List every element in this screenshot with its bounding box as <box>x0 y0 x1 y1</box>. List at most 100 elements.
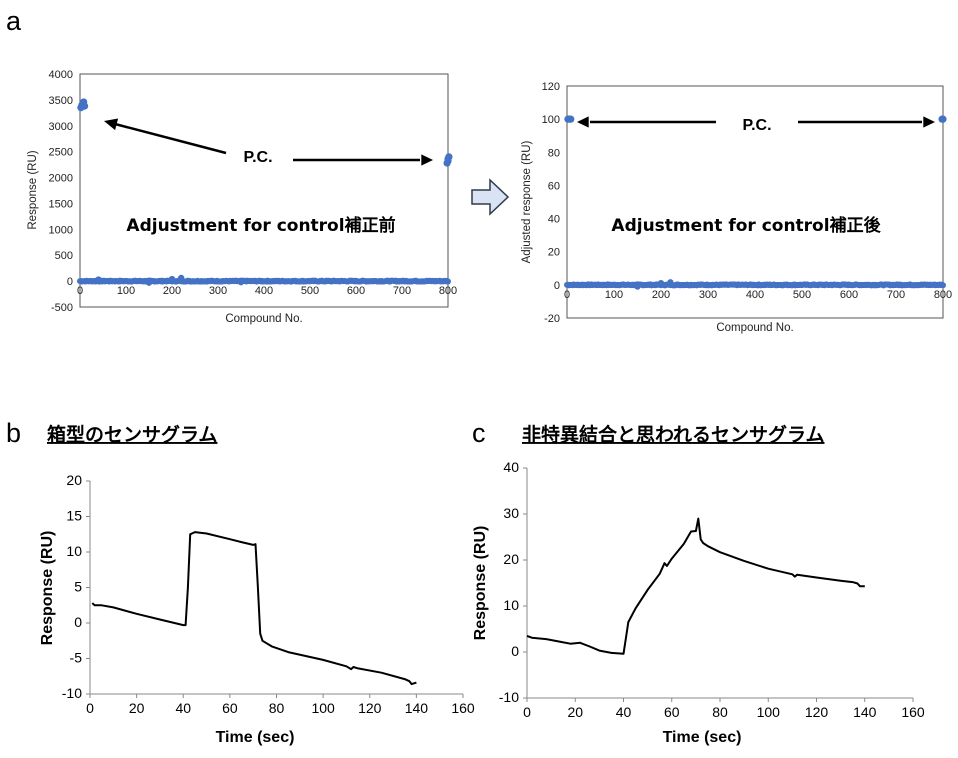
y-tick-label: 2000 <box>49 173 73 185</box>
x-tick-label: 0 <box>523 704 531 720</box>
x-tick-label: 60 <box>222 700 238 716</box>
annotation-arrow-head <box>923 116 935 128</box>
data-point-outlier <box>145 279 153 286</box>
chart-a-after-adjustment: -20 0 20 40 60 80 100 120 0 100 200 300 400 500 600 700… <box>521 81 952 334</box>
x-tick-label: 200 <box>652 289 670 301</box>
x-tick-label: 400 <box>746 289 764 301</box>
y-tick-label: 4000 <box>49 69 73 81</box>
panel-label-b: b <box>6 418 21 448</box>
y-tick-label: 10 <box>66 543 82 559</box>
x-tick-label: 60 <box>664 704 680 720</box>
x-tick-label: 140 <box>405 700 429 716</box>
x-tick-label: 20 <box>129 700 145 716</box>
y-tick-label: -10 <box>499 689 519 705</box>
x-tick-label: 300 <box>699 289 717 301</box>
y-tick-label: 10 <box>503 597 519 613</box>
x-tick-label: 700 <box>393 285 411 297</box>
y-tick-label: 5 <box>74 579 82 595</box>
y-tick-label: 2500 <box>49 147 73 159</box>
data-point-positive-control <box>81 102 89 110</box>
x-tick-label: 100 <box>757 704 781 720</box>
annotation-arrow-head <box>421 154 433 166</box>
x-tick-label: 0 <box>564 289 570 301</box>
annotation-pc: P.C. <box>243 149 272 166</box>
series-line <box>91 531 417 686</box>
y-tick-label: 1000 <box>49 224 73 236</box>
data-point-outlier <box>168 275 176 283</box>
y-tick-label: 0 <box>554 280 560 292</box>
y-tick-label: -20 <box>544 313 560 325</box>
annotation-arrow-head <box>104 118 119 131</box>
data-point-outlier <box>95 276 102 283</box>
y-tick-label: 80 <box>548 147 560 159</box>
x-tick-label: 400 <box>255 285 273 297</box>
y-tick-label: 20 <box>548 247 560 259</box>
y-tick-label: 20 <box>66 472 82 488</box>
panel-label-c: c <box>472 418 486 448</box>
x-tick-label: 800 <box>439 285 457 297</box>
x-tick-label: 100 <box>117 285 135 297</box>
x-tick-label: 40 <box>616 704 632 720</box>
y-axis-title: Response (RU) <box>27 150 39 229</box>
y-tick-label: 30 <box>503 505 519 521</box>
data-point <box>940 282 946 289</box>
x-tick-label: 120 <box>358 700 382 716</box>
y-axis-title: Adjusted response (RU) <box>521 140 533 263</box>
x-tick-label: 100 <box>311 700 335 716</box>
y-tick-label: 100 <box>542 114 560 126</box>
data-point-positive-control <box>939 115 947 123</box>
x-tick-label: 140 <box>853 704 877 720</box>
y-tick-label: -5 <box>70 650 83 666</box>
x-axis-title: Compound No. <box>716 322 793 334</box>
data-point <box>445 278 451 285</box>
y-tick-label: 20 <box>503 551 519 567</box>
x-tick-label: 160 <box>901 704 925 720</box>
data-point-outlier <box>634 283 641 290</box>
y-tick-label: 40 <box>503 459 519 475</box>
x-tick-label: 500 <box>793 289 811 301</box>
data-point-outlier <box>237 278 245 286</box>
chart-a-before-adjustment: -500 0 500 1000 1500 2000 2500 3000 3500 4000 0 100… <box>27 69 457 325</box>
y-tick-label: 0 <box>74 614 82 630</box>
y-tick-label: 500 <box>55 250 73 262</box>
chart-b-box-sensorgram: -10 -5 0 5 10 15 20 0 20 40 60 80 100 120 140 160 Time (… <box>39 472 475 746</box>
y-tick-label: 3500 <box>49 95 73 107</box>
x-tick-label: 100 <box>605 289 623 301</box>
x-tick-label: 200 <box>163 285 181 297</box>
plot-area-border <box>566 85 944 319</box>
data-point-positive-control <box>567 115 575 123</box>
x-tick-label: 300 <box>209 285 227 297</box>
annotation-before-adjustment: Adjustment for control補正前 <box>126 215 395 236</box>
panel-label-a: a <box>6 6 22 36</box>
data-point-outlier <box>178 274 185 282</box>
x-tick-label: 20 <box>567 704 583 720</box>
annotation-arrow-head <box>577 116 589 128</box>
x-tick-label: 80 <box>712 704 728 720</box>
x-tick-label: 80 <box>269 700 285 716</box>
annotation-pc: P.C. <box>742 117 771 134</box>
data-point-outlier <box>667 279 674 286</box>
x-tick-label: 500 <box>301 285 319 297</box>
x-axis-title: Time (sec) <box>663 729 742 746</box>
x-tick-label: 600 <box>347 285 365 297</box>
y-tick-label: -500 <box>51 302 73 314</box>
y-tick-label: 40 <box>548 214 560 226</box>
x-tick-label: 0 <box>86 700 94 716</box>
y-axis-title: Response (RU) <box>39 531 56 646</box>
y-tick-label: 120 <box>542 81 560 93</box>
x-tick-label: 0 <box>77 285 83 297</box>
right-arrow-icon <box>471 178 510 216</box>
y-tick-label: 0 <box>67 276 73 288</box>
x-axis-title: Compound No. <box>225 313 302 325</box>
data-point-positive-control <box>444 157 452 165</box>
annotation-arrow-line <box>114 122 227 155</box>
x-tick-label: 120 <box>805 704 829 720</box>
x-tick-label: 600 <box>840 289 858 301</box>
y-axis-title: Response (RU) <box>472 526 489 641</box>
x-axis-title: Time (sec) <box>216 729 295 746</box>
x-tick-label: 800 <box>934 289 952 301</box>
x-tick-label: 40 <box>175 700 191 716</box>
y-tick-label: 1500 <box>49 198 73 210</box>
y-tick-label: 15 <box>66 508 82 524</box>
